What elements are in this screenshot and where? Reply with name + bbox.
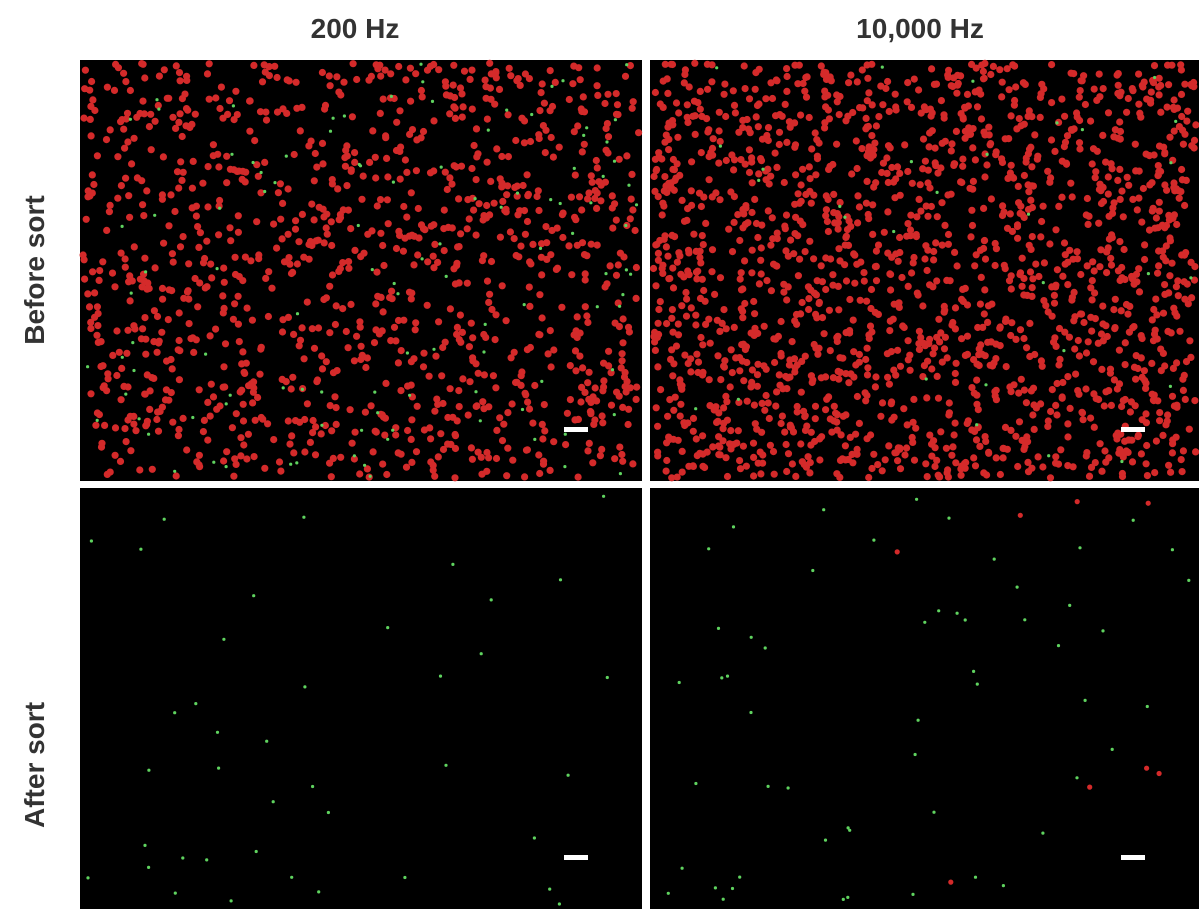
scale-bar — [1121, 427, 1145, 432]
scale-bar — [1121, 855, 1145, 860]
scale-bar — [564, 855, 588, 860]
micrograph — [650, 488, 1199, 909]
row-label: Before sort — [19, 195, 50, 344]
column-label: 200 Hz — [311, 13, 400, 44]
row-label: After sort — [19, 702, 50, 828]
micrograph — [80, 488, 642, 909]
scale-bar — [564, 427, 588, 432]
column-label: 10,000 Hz — [856, 13, 984, 44]
panels — [80, 60, 1199, 909]
